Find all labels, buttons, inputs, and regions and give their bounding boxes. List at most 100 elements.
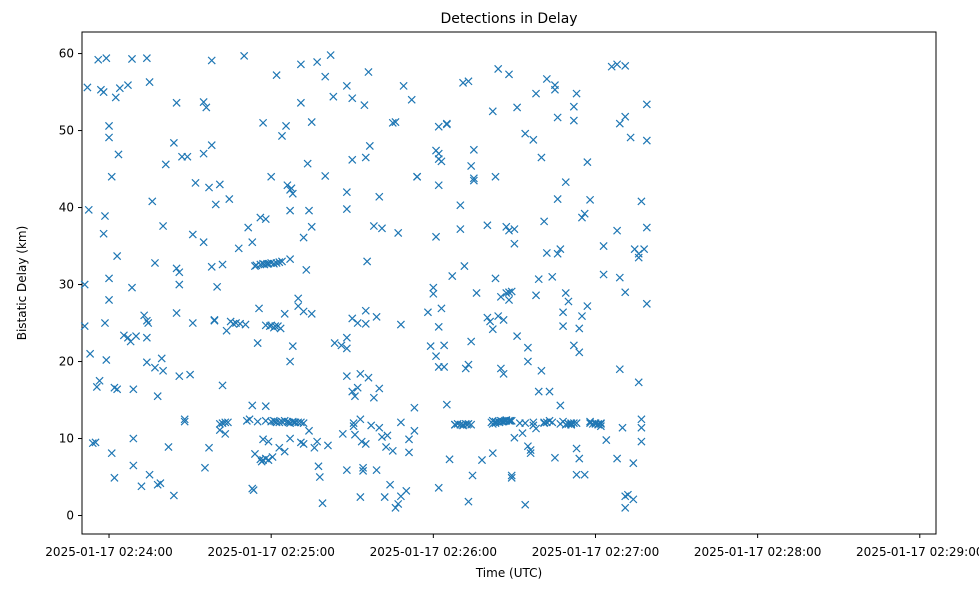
data-point — [129, 434, 138, 443]
data-point — [602, 436, 611, 445]
data-point — [105, 121, 114, 130]
data-point — [367, 421, 376, 430]
data-point — [507, 473, 516, 482]
data-point — [137, 482, 146, 491]
data-point — [129, 385, 138, 394]
y-tick-label: 20 — [59, 355, 74, 369]
data-point — [615, 365, 624, 374]
data-point — [321, 72, 330, 81]
data-point — [502, 222, 511, 231]
data-point — [521, 419, 530, 428]
data-point — [388, 118, 397, 127]
data-point — [456, 225, 465, 234]
data-point — [92, 382, 101, 391]
data-point — [99, 229, 108, 238]
data-point — [225, 195, 234, 204]
x-tick-label: 2025-01-17 02:26:00 — [370, 545, 497, 559]
data-point — [621, 112, 630, 121]
data-point — [583, 158, 592, 167]
data-point — [637, 423, 646, 432]
data-point — [467, 420, 476, 429]
data-point — [269, 259, 278, 268]
data-point — [448, 272, 457, 281]
data-point — [175, 280, 184, 289]
data-point — [477, 456, 486, 465]
data-point — [621, 288, 630, 297]
data-point — [507, 416, 516, 425]
data-point — [532, 424, 541, 433]
y-axis-label: Bistatic Delay (km) — [15, 226, 29, 341]
data-point — [537, 153, 546, 162]
data-point — [615, 273, 624, 282]
data-point — [169, 491, 178, 500]
data-point — [413, 172, 422, 181]
data-point — [282, 121, 291, 130]
data-point — [299, 233, 308, 242]
data-point — [275, 443, 284, 452]
data-point — [102, 355, 111, 365]
data-point — [323, 441, 332, 450]
data-point — [468, 471, 477, 480]
data-point — [277, 131, 287, 140]
data-point — [361, 319, 370, 328]
y-tick-label: 0 — [66, 509, 74, 523]
plot-area — [80, 31, 937, 535]
data-point — [338, 429, 347, 438]
data-point — [494, 312, 503, 321]
data-point — [296, 418, 305, 427]
data-point — [240, 51, 249, 60]
data-point — [375, 423, 384, 432]
data-point — [434, 483, 443, 492]
data-point — [211, 200, 220, 209]
data-point — [159, 366, 168, 375]
data-point — [464, 360, 473, 369]
data-point — [642, 223, 651, 232]
data-point — [410, 403, 419, 412]
data-point — [202, 103, 211, 112]
data-point — [342, 188, 351, 197]
data-point — [499, 315, 508, 324]
data-point — [357, 437, 366, 446]
data-point — [150, 363, 159, 372]
data-point — [410, 426, 419, 435]
data-point — [326, 51, 335, 60]
data-point — [159, 222, 168, 231]
data-point — [264, 456, 273, 465]
data-point — [144, 319, 153, 328]
data-point — [507, 471, 516, 480]
data-point — [437, 304, 446, 313]
data-point — [572, 89, 581, 98]
data-point — [241, 320, 250, 329]
data-point — [369, 222, 378, 231]
data-point — [80, 322, 89, 331]
data-point — [361, 306, 370, 315]
data-point — [372, 466, 381, 475]
data-point — [349, 419, 358, 428]
data-point — [304, 206, 314, 215]
data-point — [634, 378, 643, 387]
data-point — [518, 429, 527, 438]
x-tick-label: 2025-01-17 02:28:00 — [694, 545, 821, 559]
data-point — [372, 312, 381, 321]
data-point — [442, 119, 451, 128]
data-point — [353, 383, 362, 392]
data-point — [391, 118, 400, 127]
data-point — [288, 189, 297, 198]
data-point — [523, 343, 532, 352]
data-point — [83, 83, 92, 92]
data-point — [596, 419, 605, 428]
data-point — [575, 324, 584, 333]
data-point — [575, 348, 584, 357]
data-point — [404, 435, 414, 444]
data-point — [542, 248, 551, 257]
data-point — [404, 448, 414, 457]
data-point — [529, 418, 538, 427]
data-point — [496, 364, 505, 373]
data-point — [286, 357, 295, 366]
data-point — [456, 201, 465, 210]
data-point — [107, 449, 116, 458]
data-point — [115, 84, 124, 93]
data-point — [111, 93, 120, 102]
data-point — [105, 133, 114, 142]
data-point — [394, 499, 403, 508]
